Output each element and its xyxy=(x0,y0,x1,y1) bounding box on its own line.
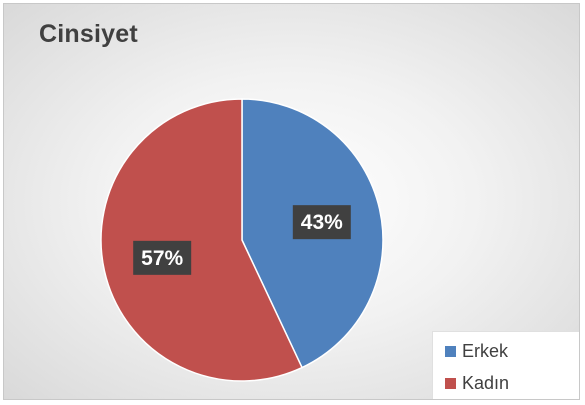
pie-chart: 43% 57% xyxy=(100,98,384,382)
chart-title: Cinsiyet xyxy=(39,20,138,48)
legend-item-kadin: Kadın xyxy=(445,372,509,394)
chart-area: Cinsiyet 43% 57% Erkek Kadın xyxy=(3,3,580,400)
data-label-kadin: 57% xyxy=(133,240,192,275)
legend-label-erkek: Erkek xyxy=(462,341,509,361)
legend: Erkek Kadın xyxy=(432,331,579,399)
data-label-box xyxy=(292,205,351,240)
legend-swatch-erkek xyxy=(445,345,456,357)
legend-swatch-kadin xyxy=(445,377,456,389)
data-label-box xyxy=(133,240,192,275)
data-label-text: 43% xyxy=(301,211,343,234)
data-label-erkek: 43% xyxy=(292,205,351,240)
legend-label-kadin: Kadın xyxy=(462,373,510,393)
pie-slice-kadin xyxy=(100,98,304,382)
legend-item-erkek: Erkek xyxy=(445,340,508,362)
data-label-text: 57% xyxy=(141,247,183,270)
